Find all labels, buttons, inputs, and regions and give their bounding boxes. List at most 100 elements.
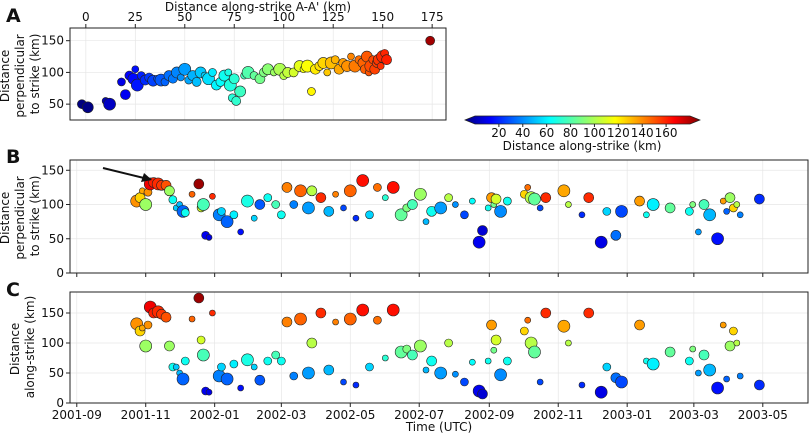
scatter-point-a xyxy=(130,78,144,92)
scatter-point-c xyxy=(205,388,213,396)
scatter-point-b xyxy=(689,201,697,208)
scatter-point-b xyxy=(695,228,702,236)
scatter-point-b xyxy=(164,185,175,197)
scatter-point-c xyxy=(528,345,541,359)
tick-label-x-a: 175 xyxy=(421,10,444,24)
scatter-point-c xyxy=(689,345,697,353)
scatter-point-b xyxy=(315,192,327,203)
scatter-point-c xyxy=(164,340,175,352)
tick-label-y-a: 150 xyxy=(41,34,64,48)
scatter-point-c xyxy=(615,375,628,389)
scatter-point-b xyxy=(578,211,586,219)
panel-c: C 2001-09 2001-11 2002-01 2002-03 2002-05 200… xyxy=(6,279,809,434)
scatter-point-b xyxy=(197,198,210,211)
scatter-point-c xyxy=(386,303,400,317)
scatter-point-c xyxy=(422,366,430,374)
scatter-point-c xyxy=(172,363,180,371)
scatter-point-b xyxy=(168,195,178,205)
scatter-point-b xyxy=(188,190,196,198)
scatter-point-c xyxy=(536,378,544,386)
scatter-point-c xyxy=(490,346,498,354)
scatter-point-b xyxy=(736,211,744,219)
scatter-point-c xyxy=(271,350,280,360)
scatter-point-b xyxy=(352,214,360,222)
scatter-point-b xyxy=(340,204,347,212)
panel-label-b: B xyxy=(6,146,20,168)
scatter-point-c xyxy=(197,348,210,362)
scatter-point-c xyxy=(724,340,736,352)
scatter-point-b xyxy=(271,200,280,209)
scatter-point-b xyxy=(494,205,507,218)
scatter-point-a xyxy=(117,77,126,87)
scatter-point-b xyxy=(386,181,400,194)
scatter-point-c xyxy=(733,339,741,347)
scatter-point-a xyxy=(231,96,242,106)
scatter-point-c xyxy=(382,354,389,362)
scatter-point-b xyxy=(294,184,307,198)
scatter-point-c xyxy=(486,319,497,331)
scatter-point-b xyxy=(646,198,660,211)
scatter-point-b xyxy=(472,235,486,249)
y-axis-label-c-line2: along-strike (km) xyxy=(23,296,37,399)
scatter-point-b xyxy=(277,210,286,220)
scatter-point-c xyxy=(460,377,469,387)
scatter-point-b xyxy=(323,206,335,217)
scatter-point-b xyxy=(754,193,765,205)
tick-label-x-c: 2002-09 xyxy=(464,408,514,422)
panel-label-a: A xyxy=(6,5,21,27)
ticks-c: 2001-09 2001-11 2002-01 2002-03 2002-05 2002-… xyxy=(41,306,788,422)
tick-label-x-a: 150 xyxy=(371,10,394,24)
plot-frame-c xyxy=(69,291,809,404)
y-axis-label-b-line3: to strike (km) xyxy=(28,176,42,257)
colorbar-tick-label: 40 xyxy=(515,126,530,140)
tick-label-x-a: 75 xyxy=(227,10,242,24)
plot-frame-a xyxy=(69,27,447,121)
scatter-point-c xyxy=(217,362,226,372)
tick-label-y-b: 100 xyxy=(41,198,64,212)
scatter-point-b xyxy=(332,190,339,198)
scatter-point-b xyxy=(460,210,469,220)
scatter-point-b xyxy=(583,192,595,203)
scatter-point-c xyxy=(469,358,476,366)
scatter-point-a xyxy=(381,54,392,66)
scatter-point-b xyxy=(434,201,447,215)
tick-label-y-b: 150 xyxy=(41,163,64,177)
scatter-point-c xyxy=(332,318,339,326)
scatter-point-b xyxy=(139,198,153,211)
scatter-point-b xyxy=(698,199,710,210)
tick-label-x-c: 2002-01 xyxy=(190,408,240,422)
scatter-point-a xyxy=(208,68,217,77)
scatter-point-c xyxy=(524,316,532,324)
tick-label-y-c: 0 xyxy=(56,396,64,410)
scatter-point-c xyxy=(343,312,357,326)
scatter-point-b xyxy=(452,201,459,208)
annotation-arrow-head xyxy=(141,173,152,182)
scatter-point-b xyxy=(536,204,544,212)
scatter-point-c xyxy=(426,355,437,367)
scatter-point-c xyxy=(306,337,318,349)
scatter-point-c xyxy=(729,326,738,336)
annotation-arrow xyxy=(102,167,152,182)
scatter-point-c xyxy=(414,339,427,353)
tick-label-x-c: 2003-03 xyxy=(669,408,719,422)
scatter-point-b xyxy=(524,184,532,191)
tick-label-x-a: 0 xyxy=(82,10,90,24)
scatter-point-b xyxy=(602,207,612,216)
points-a xyxy=(77,35,435,114)
tick-label-x-c: 2002-03 xyxy=(256,408,306,422)
tick-label-x-a: 125 xyxy=(322,10,345,24)
scatter-point-b xyxy=(407,199,418,210)
scatter-point-a xyxy=(82,101,94,114)
tick-label-x-c: 2002-07 xyxy=(394,408,444,422)
scatter-point-c xyxy=(302,366,315,380)
scatter-point-c xyxy=(237,384,244,392)
tick-label-x-c: 2001-11 xyxy=(121,408,171,422)
scatter-point-c xyxy=(352,381,360,389)
ticks-a: 0 25 50 75 100 125 150 175 50 100 150 xyxy=(41,10,444,111)
colorbar-tick-label: 20 xyxy=(491,126,506,140)
scatter-point-b xyxy=(237,228,244,236)
scatter-point-b xyxy=(703,208,716,222)
tick-label-x-c: 2002-11 xyxy=(533,408,583,422)
scatter-point-a xyxy=(228,73,240,85)
scatter-point-c xyxy=(452,370,459,378)
